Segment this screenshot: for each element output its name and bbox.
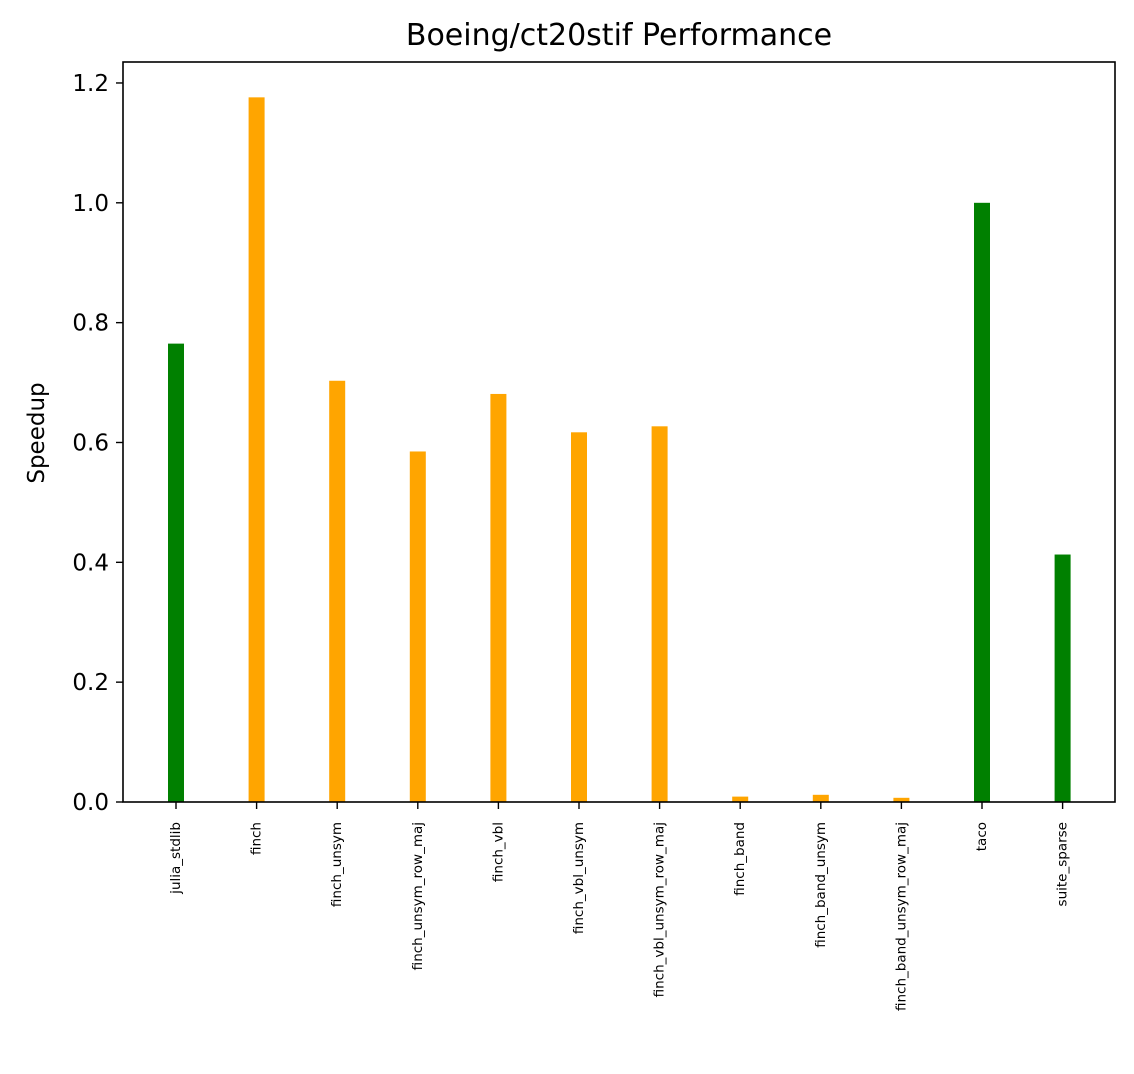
y-axis-ticks: 0.0 0.2 0.4 0.6 0.8 1.0 1.2	[72, 71, 123, 816]
y-tick-label: 0.6	[72, 430, 109, 456]
y-axis-label: Speedup	[24, 382, 50, 483]
plot-area-frame	[122, 61, 1116, 803]
y-tick-label: 1.2	[72, 71, 109, 97]
bars-group	[168, 97, 1071, 803]
chart-title: Boeing/ct20stif Performance	[406, 18, 832, 53]
bar-finch-vbl-unsym-row-maj	[651, 426, 668, 802]
x-tick-label: finch_vbl_unsym	[571, 822, 587, 934]
y-tick-label: 0.8	[72, 311, 109, 337]
x-tick-label: julia_stdlib	[168, 822, 184, 895]
bar-finch-unsym	[329, 380, 346, 802]
x-tick-label: finch_unsym	[329, 822, 345, 907]
x-tick-label: taco	[974, 822, 990, 851]
x-tick-label: finch_vbl	[490, 822, 506, 882]
x-tick-label: finch_band_unsym_row_maj	[893, 822, 909, 1011]
bar-finch-band-unsym	[812, 794, 829, 802]
bar-julia-stdlib	[168, 343, 184, 802]
x-axis-ticks: julia_stdlib finch finch_unsym finch_unsym_…	[168, 802, 1071, 1011]
bar-finch-vbl	[490, 393, 507, 802]
bar-finch-band	[732, 796, 749, 802]
y-tick-label: 0.4	[72, 550, 109, 576]
x-tick-label: suite_sparse	[1055, 822, 1071, 906]
x-tick-label: finch_band_unsym	[813, 822, 829, 948]
y-tick-label: 1.0	[72, 191, 109, 217]
x-tick-label: finch_vbl_unsym_row_maj	[652, 822, 668, 997]
bar-taco	[974, 202, 990, 802]
x-tick-label: finch	[249, 822, 265, 855]
x-tick-label: finch_band	[732, 822, 748, 896]
y-tick-label: 0.2	[72, 670, 109, 696]
bar-finch-vbl-unsym	[571, 432, 587, 802]
y-tick-label: 0.0	[72, 790, 109, 816]
bar-suite-sparse	[1054, 554, 1071, 802]
bar-finch	[248, 97, 265, 803]
x-tick-label: finch_unsym_row_maj	[410, 822, 426, 970]
bar-finch-unsym-row-maj	[409, 451, 426, 802]
bar-finch-band-unsym-row-maj	[893, 797, 910, 802]
